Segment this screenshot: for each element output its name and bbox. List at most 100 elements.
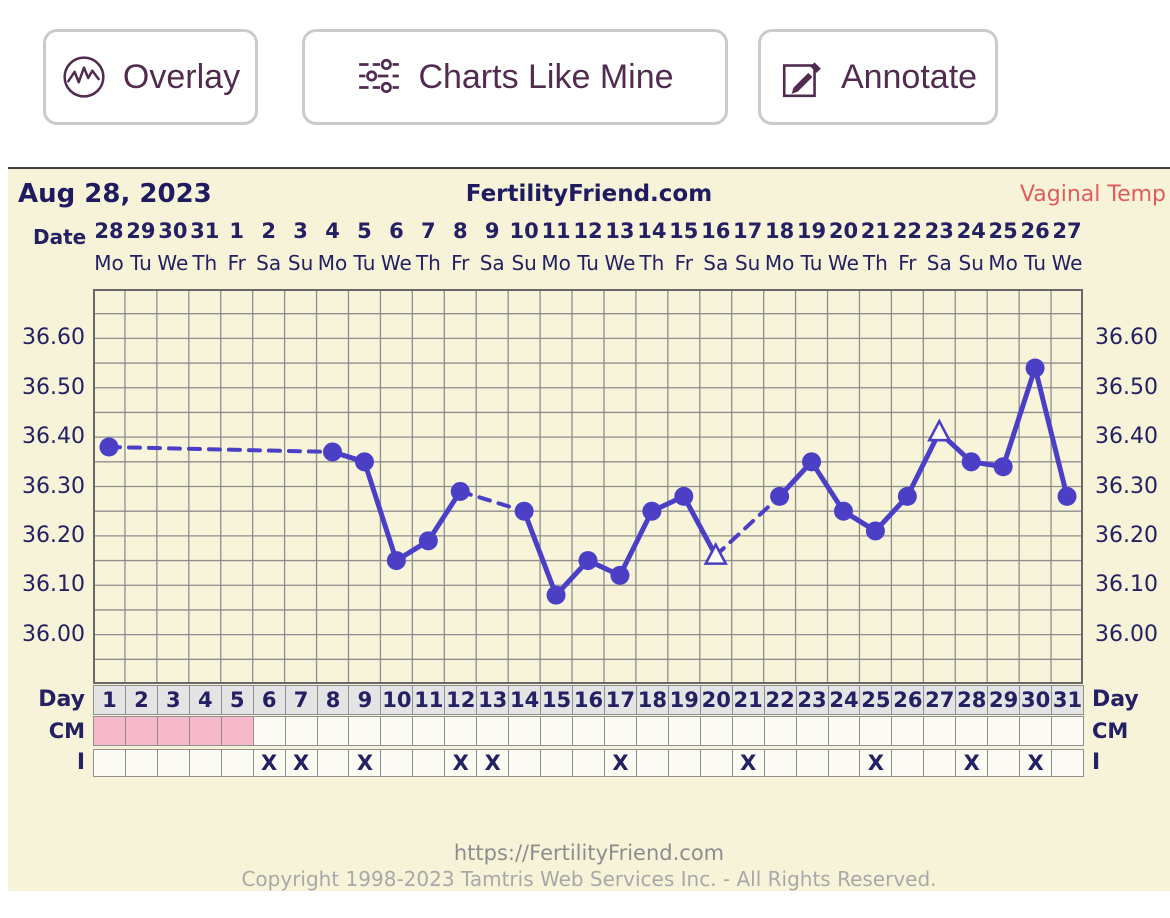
intercourse-cell-marked: X (603, 749, 637, 777)
intercourse-cell-marked: X (955, 749, 989, 777)
menses-cell (124, 716, 158, 746)
intercourse-cell (220, 749, 254, 777)
plot-border (93, 289, 1083, 684)
temp-point (674, 486, 694, 506)
day-cell: 23 (795, 685, 829, 715)
cm-cell (1051, 716, 1084, 746)
intercourse-cell (124, 749, 158, 777)
temp-point (418, 531, 438, 551)
weekday-cell: Th (639, 251, 665, 275)
weekday-cell: Sa (479, 251, 505, 275)
day-cell: 2 (124, 685, 158, 715)
intercourse-cell (156, 749, 190, 777)
y-tick-label: 36.30 (1095, 473, 1158, 499)
day-cell: 6 (252, 685, 286, 715)
weekday-cell: Fr (898, 251, 917, 275)
intercourse-cell-marked: X (1019, 749, 1053, 777)
cm-cell (476, 716, 510, 746)
weekday-cell: Fr (451, 251, 470, 275)
intercourse-cell (699, 749, 733, 777)
cm-cell (795, 716, 829, 746)
temperature-chart[interactable] (93, 289, 1083, 684)
intercourse-cell (412, 749, 446, 777)
y-tick-label: 36.50 (1095, 374, 1158, 400)
date-cell: 13 (605, 219, 635, 243)
intercourse-cell (1051, 749, 1084, 777)
intercourse-cell-marked: X (859, 749, 893, 777)
cm-cell (380, 716, 414, 746)
intercourse-cell-marked: X (444, 749, 478, 777)
day-cell: 1 (93, 685, 126, 715)
weekday-cell: We (1051, 251, 1083, 275)
overlay-button[interactable]: Overlay (43, 29, 258, 125)
date-cell: 12 (573, 219, 603, 243)
cm-cell (252, 716, 286, 746)
intercourse-cell-marked: X (476, 749, 510, 777)
chart-start-date: Aug 28, 2023 (18, 179, 212, 209)
intercourse-cell (667, 749, 701, 777)
day-cell: 5 (220, 685, 254, 715)
temp-point (642, 501, 662, 521)
intercourse-cell (763, 749, 797, 777)
weekday-cell: Su (511, 251, 537, 275)
date-cell: 7 (421, 219, 436, 243)
date-numbers-row: 28 29 30 31 1 2 3 4 5 6 7 8 9 10 11 12 13 14 15 16 17 18 19 20 2… (93, 219, 1083, 245)
date-cell: 31 (190, 219, 220, 243)
annotate-button[interactable]: Annotate (758, 29, 998, 125)
chart-panel: Aug 28, 2023 FertilityFriend.com Vaginal… (8, 167, 1170, 891)
date-cell: 14 (637, 219, 667, 243)
temp-type-label: Vaginal Temp (1019, 182, 1166, 207)
intercourse-cell (795, 749, 829, 777)
cm-cell (412, 716, 446, 746)
intercourse-cell-marked: X (252, 749, 286, 777)
weekday-cell: Tu (129, 251, 152, 275)
day-cell: 28 (955, 685, 989, 715)
cm-cell (444, 716, 478, 746)
weekday-cell: Tu (353, 251, 376, 275)
y-axis-right: 36.60 36.50 36.40 36.30 36.20 36.10 36.00 (1095, 169, 1170, 891)
cm-cell (572, 716, 605, 746)
day-cell: 15 (540, 685, 574, 715)
date-cell: 26 (1020, 219, 1050, 243)
cm-cell (1019, 716, 1053, 746)
date-cell: 21 (860, 219, 891, 243)
y-tick-label: 36.10 (22, 572, 85, 598)
cm-cell (699, 716, 733, 746)
date-cell: 24 (956, 219, 986, 243)
cm-cell (827, 716, 861, 746)
weekday-cell: Su (287, 251, 314, 275)
day-cell: 18 (635, 685, 669, 715)
day-cell: 20 (699, 685, 733, 715)
intercourse-cell-marked: X (348, 749, 382, 777)
date-cell: 20 (828, 219, 859, 243)
weekday-cell: Sa (703, 251, 729, 275)
intercourse-cell (987, 749, 1021, 777)
weekday-cell: Tu (1024, 251, 1047, 275)
day-cell: 30 (1019, 685, 1053, 715)
weekday-cell: We (157, 251, 189, 275)
day-cell: 22 (763, 685, 797, 715)
cm-row (93, 716, 1084, 746)
cm-cell (987, 716, 1021, 746)
temp-segment (1000, 365, 1038, 470)
intercourse-cell (316, 749, 350, 777)
weekday-cell: Fr (227, 251, 246, 275)
charts-like-mine-button[interactable]: Charts Like Mine (302, 29, 728, 125)
y-axis-left: 36.60 36.50 36.40 36.30 36.20 36.10 36.00 (16, 169, 85, 891)
intercourse-cell-marked: X (284, 749, 318, 777)
discarded-temp-triangle (927, 418, 952, 442)
y-tick-label: 36.30 (22, 473, 85, 499)
cm-cell (348, 716, 382, 746)
intercourse-cell (508, 749, 542, 777)
date-cell: 28 (94, 219, 124, 243)
day-cell: 19 (667, 685, 701, 715)
y-tick-label: 36.00 (1095, 621, 1158, 647)
weekday-cell: Th (192, 251, 218, 275)
day-cell: 31 (1051, 685, 1084, 715)
weekday-cell: Tu (577, 251, 599, 275)
discarded-temp-triangle (703, 541, 728, 565)
menses-cell (220, 716, 254, 746)
weekday-row: Mo Tu We Th Fr Sa Su Mo Tu We Th Fr Sa Su Mo Tu We Th Fr Sa… (93, 251, 1083, 277)
date-cell: 4 (325, 219, 340, 243)
